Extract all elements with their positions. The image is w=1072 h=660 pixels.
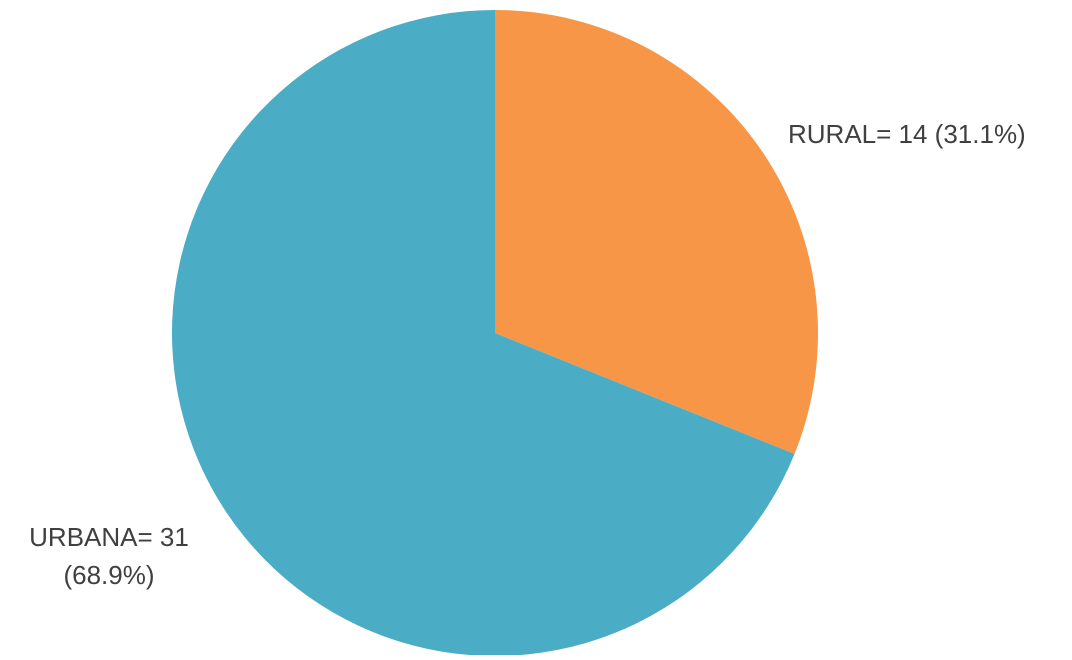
slice-label-line: RURAL= 14 (31.1%) <box>788 119 1026 149</box>
pie-slice-urbana <box>171 10 795 656</box>
labels-layer: RURAL= 14 (31.1%) URBANA= 31 (68.9%) <box>29 119 1026 590</box>
slice-label-urbana: URBANA= 31 (68.9%) <box>29 522 189 590</box>
slice-label-line: URBANA= 31 <box>29 522 189 552</box>
slice-label-rural: RURAL= 14 (31.1%) <box>788 119 1026 149</box>
slice-label-line: (68.9%) <box>63 560 154 590</box>
slices-layer <box>171 10 818 656</box>
pie-slice-rural <box>495 10 818 454</box>
